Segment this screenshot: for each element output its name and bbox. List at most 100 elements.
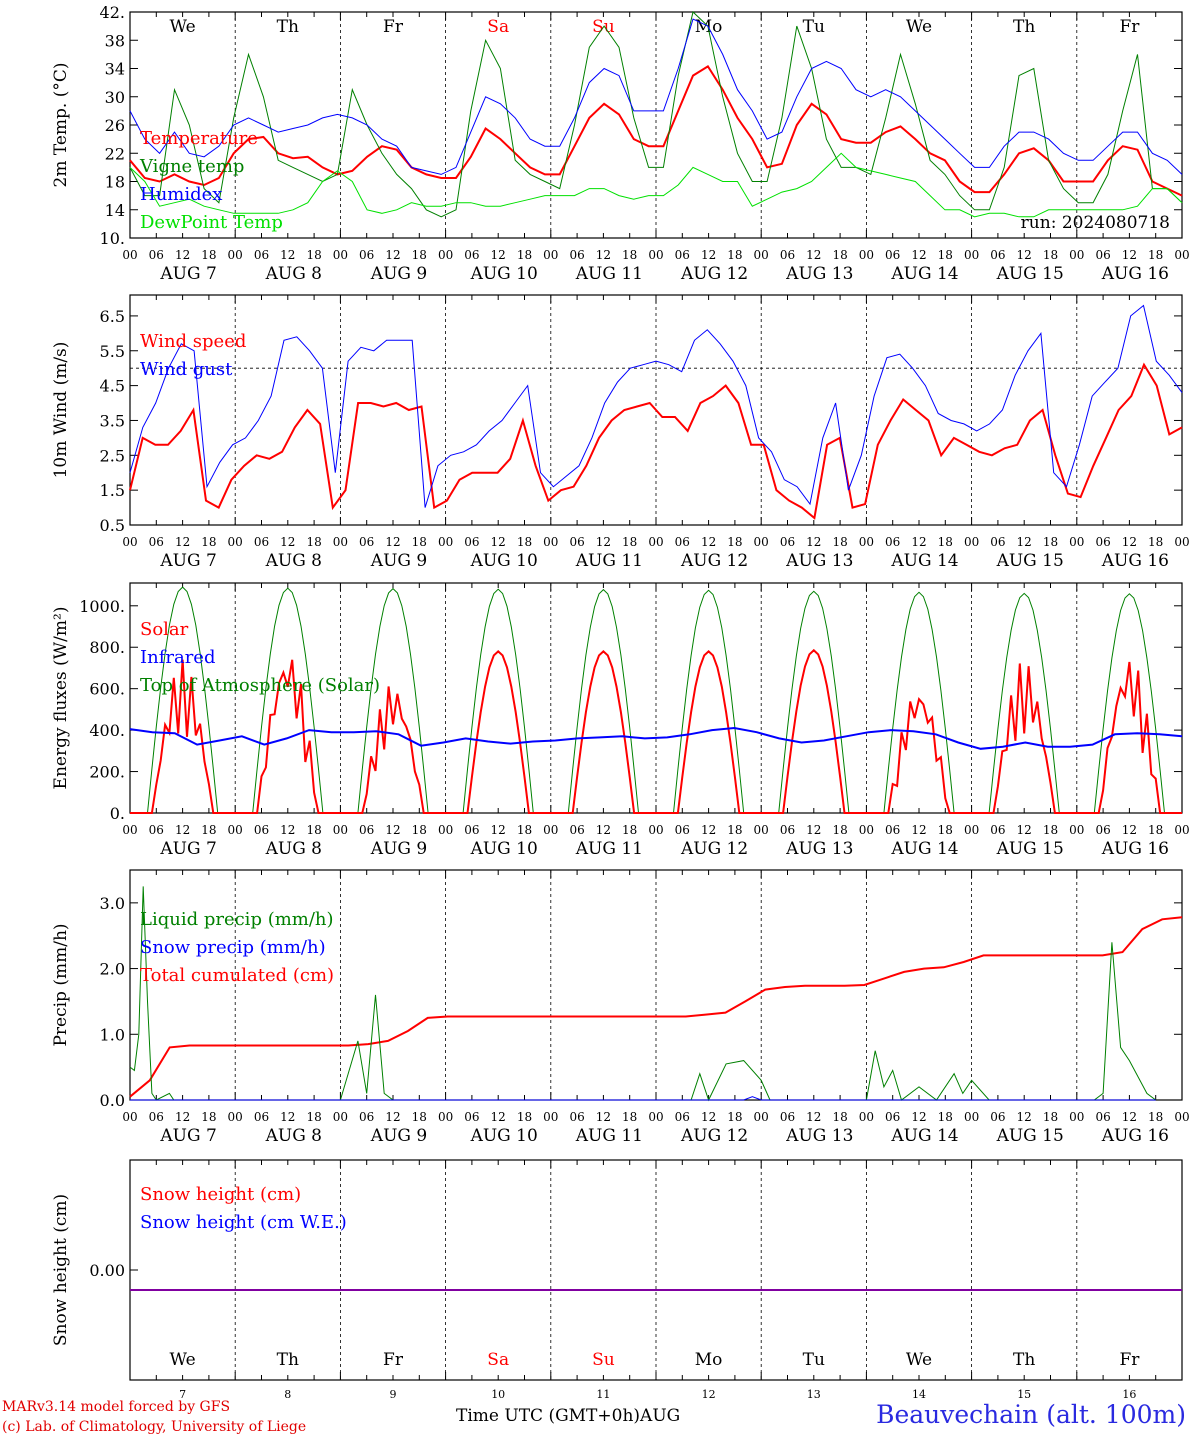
series-line — [129, 18, 1183, 175]
hour-tick-label: 18 — [306, 823, 321, 837]
hour-tick-label: 00 — [859, 248, 874, 262]
y-tick-label: 3.5 — [100, 411, 125, 430]
date-label: AUG 15 — [996, 839, 1064, 859]
y-tick-label: 2.0 — [100, 960, 125, 979]
legend-entry: Snow precip (mm/h) — [140, 937, 326, 958]
hour-tick-label: 00 — [859, 1110, 874, 1124]
hour-tick-label: 18 — [517, 248, 532, 262]
date-label: AUG 16 — [1101, 551, 1169, 571]
legend-entry: Total cumulated (cm) — [140, 965, 334, 986]
panel-4: 0.0 1.0 2.0 3.0 Precip (mm/h) 00 06 12 18 AUG 7 00… — [51, 869, 1190, 1146]
legend-entry: Liquid precip (mm/h) — [140, 909, 334, 930]
y-tick-label: 42. — [100, 3, 125, 22]
hour-tick-label: 00 — [1174, 535, 1189, 549]
hour-tick-label: 12 — [911, 535, 926, 549]
station-name: Beauvechain (alt. 100m) — [876, 1400, 1186, 1429]
hour-tick-label: 00 — [859, 535, 874, 549]
legend-entry: DewPoint Temp — [140, 212, 283, 233]
y-tick-label: 0. — [110, 804, 125, 823]
hour-tick-label: 12 — [596, 248, 611, 262]
series-line — [130, 1096, 1156, 1101]
day-number-label: 8 — [284, 1388, 291, 1401]
hour-tick-label: 18 — [622, 823, 637, 837]
hour-tick-label: 06 — [569, 823, 584, 837]
y-tick-label: 0.0 — [100, 1091, 125, 1110]
legend-entry: Solar — [140, 619, 189, 640]
day-number-label: 15 — [1017, 1388, 1031, 1401]
hour-tick-label: 12 — [1017, 1110, 1032, 1124]
legend-entry: Top of Atmosphere (Solar) — [140, 675, 380, 696]
y-tick-label: 26 — [105, 116, 125, 135]
legend-entry: Snow height (cm W.E.) — [140, 1212, 347, 1233]
hour-tick-label: 12 — [1017, 823, 1032, 837]
hour-tick-label: 06 — [1095, 823, 1110, 837]
hour-tick-label: 12 — [280, 248, 295, 262]
hour-tick-label: 18 — [1148, 248, 1163, 262]
lab-credit: (c) Lab. of Climatology, University of L… — [2, 1419, 307, 1435]
hour-tick-label: 12 — [491, 823, 506, 837]
hour-tick-label: 00 — [964, 248, 979, 262]
series-line — [129, 916, 1183, 1098]
y-tick-label: 4.5 — [100, 377, 125, 396]
hour-tick-label: 00 — [964, 535, 979, 549]
date-label: AUG 10 — [470, 264, 538, 284]
hour-tick-label: 12 — [280, 823, 295, 837]
date-label: AUG 13 — [785, 1126, 853, 1146]
date-label: AUG 11 — [575, 264, 643, 284]
hour-tick-label: 06 — [254, 1110, 269, 1124]
hour-tick-label: 06 — [569, 1110, 584, 1124]
hour-tick-label: 00 — [122, 248, 137, 262]
hour-tick-label: 06 — [885, 535, 900, 549]
y-tick-label: 1000. — [79, 597, 125, 616]
hour-tick-label: 12 — [175, 248, 190, 262]
day-number-label: 12 — [702, 1388, 716, 1401]
hour-tick-label: 12 — [911, 248, 926, 262]
date-label: AUG 9 — [370, 1126, 427, 1146]
hour-tick-label: 06 — [569, 535, 584, 549]
legend-entry: Wind speed — [140, 331, 246, 352]
hour-tick-label: 06 — [359, 1110, 374, 1124]
hour-tick-label: 06 — [1095, 248, 1110, 262]
hour-tick-label: 06 — [464, 248, 479, 262]
day-number-label: 10 — [491, 1388, 505, 1401]
series-line — [129, 11, 1183, 218]
hour-tick-label: 06 — [359, 248, 374, 262]
hour-tick-label: 18 — [622, 535, 637, 549]
hour-tick-label: 18 — [201, 535, 216, 549]
panel-1: 10. 14 18 22 26 30 34 38 42. 2m Temp. (°C) 00 06 12 1… — [51, 3, 1190, 284]
date-label: AUG 7 — [159, 839, 216, 859]
panel-2: 0.5 1.5 2.5 3.5 4.5 5.5 6.5 10m Wind (m/s) 00 06 1… — [51, 294, 1190, 571]
date-label: AUG 15 — [996, 264, 1064, 284]
series-line — [130, 648, 1182, 814]
hour-tick-label: 06 — [990, 823, 1005, 837]
hour-tick-label: 18 — [832, 248, 847, 262]
hour-tick-label: 06 — [885, 823, 900, 837]
y-axis-label: Snow height (cm) — [51, 1194, 71, 1346]
date-label: AUG 10 — [470, 1126, 538, 1146]
y-axis-label: 10m Wind (m/s) — [51, 342, 71, 479]
hour-tick-label: 06 — [464, 823, 479, 837]
hour-tick-label: 12 — [385, 535, 400, 549]
hour-tick-label: 00 — [228, 823, 243, 837]
legend-entry: Vigne temp — [139, 156, 244, 177]
hour-tick-label: 06 — [149, 248, 164, 262]
hour-tick-label: 12 — [385, 248, 400, 262]
weekday-label: Mo — [695, 1350, 723, 1370]
date-label: AUG 8 — [265, 264, 322, 284]
hour-tick-label: 00 — [648, 248, 663, 262]
hour-tick-label: 00 — [1069, 823, 1084, 837]
hour-tick-label: 00 — [648, 535, 663, 549]
hour-tick-label: 12 — [1122, 248, 1137, 262]
hour-tick-label: 18 — [306, 248, 321, 262]
date-label: AUG 8 — [265, 839, 322, 859]
hour-tick-label: 06 — [885, 1110, 900, 1124]
hour-tick-label: 06 — [990, 1110, 1005, 1124]
series-line — [129, 726, 1183, 750]
hour-tick-label: 12 — [596, 1110, 611, 1124]
weekday-label: Th — [277, 17, 299, 37]
weekday-label: Tu — [803, 1350, 825, 1370]
y-tick-label: 6.5 — [100, 307, 125, 326]
hour-tick-label: 06 — [675, 1110, 690, 1124]
hour-tick-label: 18 — [1148, 535, 1163, 549]
